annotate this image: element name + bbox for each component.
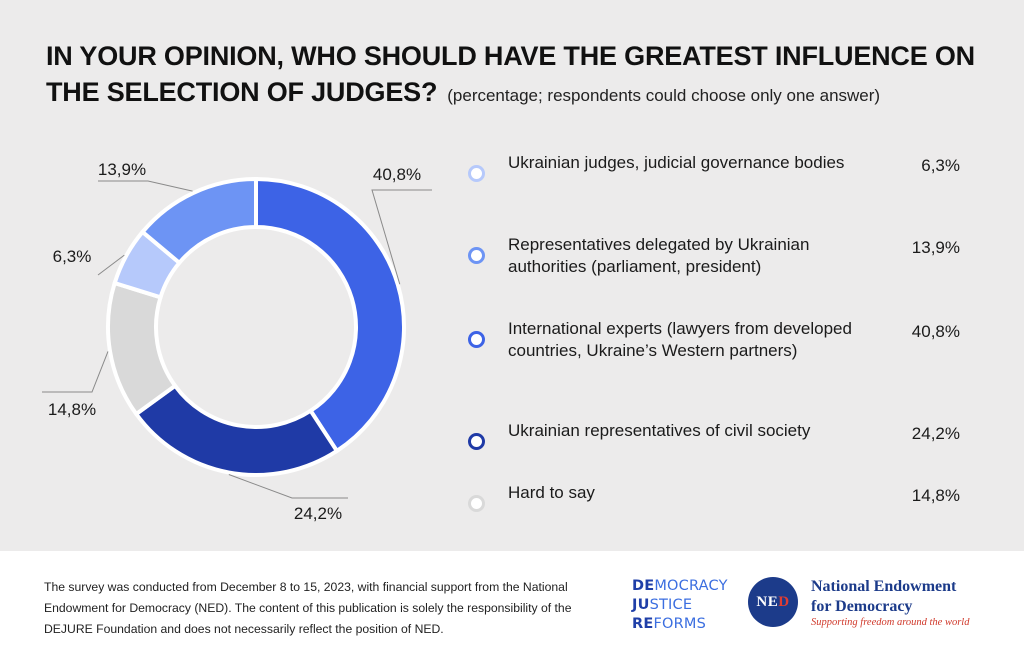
- legend-label-authorities: Representatives delegated by Ukrainian a…: [508, 235, 810, 276]
- legend-label-civil-society: Ukrainian representatives of civil socie…: [508, 421, 811, 440]
- ned-logo-letter-d: D: [778, 593, 790, 610]
- legend-label-international: International experts (lawyers from deve…: [508, 319, 852, 360]
- legend-marker-judges: [468, 165, 485, 182]
- legend-marker-international: [468, 331, 485, 348]
- legend-value-civil-society: 24,2%: [911, 424, 960, 443]
- footer-disclaimer: The survey was conducted from December 8…: [44, 580, 572, 636]
- donut-slice-authorities: [139, 176, 258, 266]
- djr-logo-line1: MOCRACY: [654, 578, 728, 594]
- data-label-international: 40,8%: [373, 165, 421, 184]
- ned-tagline: Supporting freedom around the world: [811, 617, 970, 628]
- legend-label-judges: Ukrainian judges, judicial governance bo…: [508, 153, 845, 172]
- legend-marker-civil-society: [468, 433, 485, 450]
- djr-logo-line2-bold: JU: [632, 597, 650, 613]
- legend-item-judges: Ukrainian judges, judicial governance bo…: [468, 152, 968, 182]
- legend-item-civil-society: Ukrainian representatives of civil socie…: [468, 420, 968, 450]
- legend-marker-hard-to-say: [468, 495, 485, 512]
- data-label-civil-society: 24,2%: [294, 504, 342, 523]
- donut-chart: 6,3% 13,9% 40,8% 24,2% 14,8%: [42, 160, 432, 523]
- legend-value-hard-to-say: 14,8%: [911, 486, 960, 505]
- legend-item-international: International experts (lawyers from deve…: [468, 318, 968, 362]
- djr-logo-line2: STICE: [649, 597, 693, 613]
- legend-value-judges: 6,3%: [921, 156, 960, 175]
- ned-logo-letters: NE: [756, 593, 779, 610]
- ned-name: National Endowment for Democracy: [811, 577, 956, 617]
- chart-title: IN YOUR OPINION, WHO SHOULD HAVE THE GRE…: [46, 38, 1006, 114]
- djr-logo: DEMOCRACY JUSTICE REFORMS: [632, 577, 728, 634]
- legend-value-international: 40,8%: [911, 322, 960, 341]
- donut-slice-hard-to-say: [106, 280, 178, 417]
- donut-slice-international: [254, 176, 406, 454]
- djr-logo-line3: FORMS: [653, 616, 707, 632]
- title-main: IN YOUR OPINION, WHO SHOULD HAVE THE GRE…: [46, 41, 975, 107]
- ned-name-line2: for Democracy: [811, 598, 913, 615]
- djr-logo-line3-bold: RE: [632, 616, 654, 632]
- leader-line-authorities: [98, 180, 193, 192]
- leader-line-international: [371, 189, 432, 285]
- legend-marker-authorities: [468, 247, 485, 264]
- data-label-authorities: 13,9%: [98, 160, 146, 179]
- data-label-hard-to-say: 14,8%: [48, 400, 96, 419]
- donut-slice-civil-society: [133, 382, 340, 477]
- djr-logo-line1-bold: DE: [632, 578, 655, 594]
- ned-name-line1: National Endowment: [811, 578, 957, 595]
- legend-item-hard-to-say: Hard to say 14,8%: [468, 482, 968, 512]
- legend-label-hard-to-say: Hard to say: [508, 483, 595, 502]
- ned-logo-icon: NE D: [748, 577, 798, 627]
- legend-value-authorities: 13,9%: [911, 238, 960, 257]
- leader-line-civil-society: [228, 474, 348, 499]
- leader-line-judges: [97, 254, 125, 276]
- leader-line-hard-to-say: [42, 351, 109, 393]
- data-label-judges: 6,3%: [53, 247, 92, 266]
- legend-item-authorities: Representatives delegated by Ukrainian a…: [468, 234, 968, 278]
- title-subtitle: (percentage; respondents could choose on…: [447, 86, 881, 105]
